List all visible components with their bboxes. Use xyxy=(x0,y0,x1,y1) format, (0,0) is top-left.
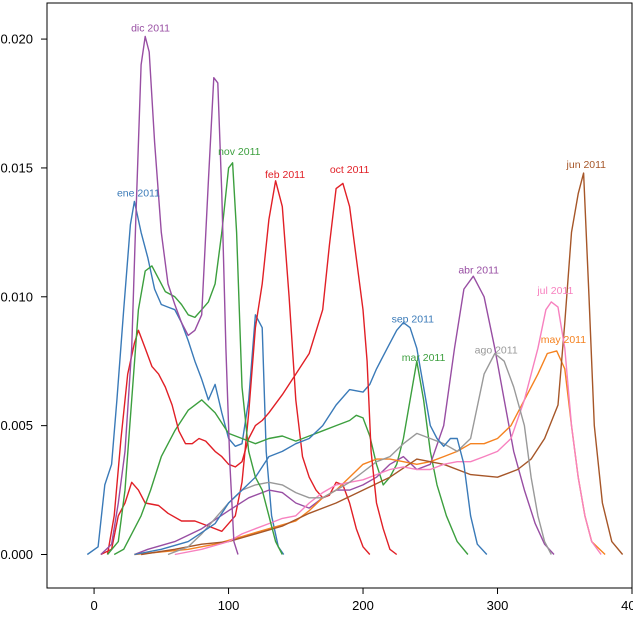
series-label-mar-2011: mar 2011 xyxy=(402,352,446,364)
x-tick-label: 100 xyxy=(218,598,240,613)
x-tick-label: 200 xyxy=(352,598,374,613)
series-label-feb-2011: feb 2011 xyxy=(265,169,305,181)
series-lines xyxy=(86,35,624,556)
y-tick-label: 0.020 xyxy=(0,32,33,47)
series-line-jul-2011 xyxy=(174,301,602,556)
y-tick-label: 0.005 xyxy=(0,418,33,433)
y-tick-label: 0.015 xyxy=(0,160,33,175)
series-label-sep-2011: sep 2011 xyxy=(392,314,435,326)
series-label-jun-2011: jun 2011 xyxy=(566,159,607,171)
series-label-abr-2011: abr 2011 xyxy=(458,265,499,277)
plot-frame xyxy=(46,2,633,589)
series-line-dic-2011 xyxy=(100,35,239,556)
series-line-mar-2011 xyxy=(113,360,469,556)
series-label-nov-2011: nov 2011 xyxy=(218,146,261,158)
series-label-dic-2011: dic 2011 xyxy=(131,22,170,34)
x-tick-label: 0 xyxy=(90,598,97,613)
series-line-nov-2011 xyxy=(106,162,283,555)
x-tick-label: 300 xyxy=(487,598,509,613)
series-line-abr-2011 xyxy=(134,275,555,556)
y-tick-label: 0.000 xyxy=(0,547,33,562)
series-line-jun-2011 xyxy=(140,172,624,556)
series-label-jul-2011: jul 2011 xyxy=(536,285,573,297)
series-line-feb-2011 xyxy=(100,180,371,556)
series-line-ene-2011 xyxy=(86,200,285,556)
x-tick-label: 400 xyxy=(621,598,633,613)
series-label-may-2011: may 2011 xyxy=(541,334,586,346)
series-label-oct-2011: oct 2011 xyxy=(330,164,370,176)
series-label-ago-2011: ago 2011 xyxy=(475,344,518,356)
series-line-ago-2011 xyxy=(167,352,552,556)
series-line-oct-2011 xyxy=(106,182,398,556)
y-tick-label: 0.010 xyxy=(0,289,33,304)
series-label-ene-2011: ene 2011 xyxy=(117,187,160,199)
series-line-sep-2011 xyxy=(134,321,488,556)
series-labels: ene 2011 feb 2011 mar 2011 abr 2011 may 2011… xyxy=(117,22,606,364)
